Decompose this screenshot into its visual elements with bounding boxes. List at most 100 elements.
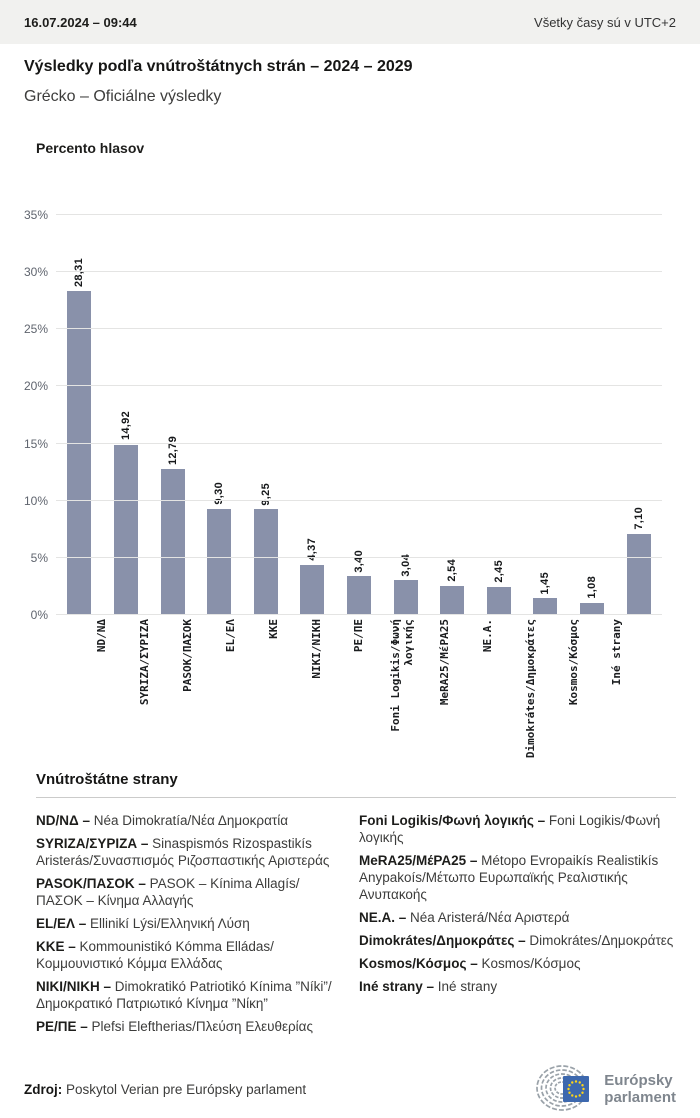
gridline bbox=[56, 328, 662, 330]
legend-columns: ND/NΔ – Néa Dimokratía/Νέα Δημοκρατία SYR… bbox=[36, 812, 676, 1041]
bar-group: 1,45 bbox=[522, 215, 569, 615]
bar-group: 3,04 bbox=[382, 215, 429, 615]
legend-definition: Plefsi Eleftherias/Πλεύση Ελευθερίας bbox=[87, 1019, 313, 1034]
results-bar-chart: Percento hlasov 28,31 14,92 12,79 9,30 9,25 4… bbox=[24, 140, 676, 767]
bar-value-label: 7,10 bbox=[632, 507, 645, 530]
legend-definition: Néa Aristerá/Νέα Αριστερά bbox=[406, 910, 570, 925]
x-axis-label: Foni Logikis/Φωνή λογικής bbox=[388, 619, 415, 732]
legend-entry: KKE – Kommounistikó Kómma Elládas/Κομμου… bbox=[36, 938, 337, 972]
legend-entry: Kosmos/Κόσμος – Kosmos/Κόσμος bbox=[359, 955, 676, 972]
legend-entry: MeRA25/ΜέΡΑ25 – Métopo Evropaikís Realis… bbox=[359, 852, 676, 903]
bar-value-label: 9,30 bbox=[213, 482, 226, 505]
legend-term: PE/ΠΕ – bbox=[36, 1019, 88, 1034]
y-axis-tick: 25% bbox=[23, 322, 48, 337]
hemicycle-icon bbox=[536, 1065, 590, 1111]
page-subtitle: Grécko – Oficiálne výsledky bbox=[24, 88, 222, 105]
bar-group: 12,79 bbox=[149, 215, 196, 615]
legend-definition: Néa Dimokratía/Νέα Δημοκρατία bbox=[89, 813, 289, 828]
page-title: Výsledky podľa vnútroštátnych strán – 20… bbox=[24, 58, 413, 75]
legend-term: Foni Logikis/Φωνή λογικής – bbox=[359, 813, 546, 828]
legend-term: SYRIZA/ΣΥΡΙΖΑ – bbox=[36, 836, 149, 851]
header-bar: 16.07.2024 – 09:44 Všetky časy sú v UTC+… bbox=[0, 0, 700, 44]
legend-definition: Iné strany bbox=[434, 979, 498, 994]
legend-term: NE.A. – bbox=[359, 910, 407, 925]
bars: 28,31 14,92 12,79 9,30 9,25 4,37 3,40 3,04 2,54 2… bbox=[56, 215, 662, 615]
bar-group: 2,54 bbox=[429, 215, 476, 615]
gridline bbox=[56, 214, 662, 215]
bar bbox=[300, 565, 325, 615]
eu-flag-icon bbox=[563, 1076, 590, 1102]
x-axis-label: KKE bbox=[266, 619, 280, 639]
x-axis-label-cell: MeRA25/ΜέΡΑ25 bbox=[423, 619, 466, 767]
source-line: Zdroj: Poskytol Verian pre Európsky parl… bbox=[24, 1082, 306, 1097]
source-label: Zdroj: bbox=[24, 1081, 63, 1097]
x-axis-label: NIKI/NIKH bbox=[309, 619, 323, 679]
legend-section: Vnútroštátne strany ND/NΔ – Néa Dimokrat… bbox=[36, 771, 676, 1041]
x-axis-label-cell: PE/ΠΕ bbox=[338, 619, 381, 767]
legend-heading: Vnútroštátne strany bbox=[36, 771, 178, 788]
legend-term: Kosmos/Κόσμος – bbox=[359, 956, 478, 971]
header-datetime: 16.07.2024 – 09:44 bbox=[24, 14, 137, 30]
legend-term: ND/NΔ – bbox=[36, 813, 90, 828]
gridline bbox=[56, 442, 662, 444]
x-axis-label: Iné strany bbox=[610, 619, 624, 686]
ep-logo: Európsky parlament bbox=[536, 1063, 676, 1115]
legend-term: NIKI/NIKH – bbox=[36, 979, 112, 994]
x-axis-label: ND/NΔ bbox=[94, 619, 108, 653]
x-axis-label-cell: NE.A. bbox=[466, 619, 509, 767]
legend-term: MeRA25/ΜέΡΑ25 – bbox=[359, 853, 478, 868]
bar bbox=[67, 291, 92, 615]
legend-entry: NE.A. – Néa Aristerá/Νέα Αριστερά bbox=[359, 909, 676, 926]
y-axis-tick: 30% bbox=[23, 265, 48, 280]
x-axis-labels: ND/NΔ SYRIZA/ΣΥΡΙΖΑ PASOK/ΠΑΣΟΚ EL/ΕΛ KKE NIK… bbox=[80, 619, 638, 767]
bar bbox=[207, 508, 232, 615]
legend-definition: Ellinikí Lýsi/Ελληνική Λύση bbox=[86, 916, 250, 931]
legend-definition: Kosmos/Κόσμος bbox=[477, 956, 581, 971]
legend-entry: PASOK/ΠΑΣΟΚ – PASOK – Kínima Allagís/ΠΑΣ… bbox=[36, 875, 337, 909]
legend-entry: EL/ΕΛ – Ellinikí Lýsi/Ελληνική Λύση bbox=[36, 915, 337, 932]
bar-value-label: 1,45 bbox=[539, 571, 552, 595]
legend-definition: Dimokrátes/Δημοκράτες bbox=[525, 933, 674, 948]
y-axis-tick: 35% bbox=[23, 208, 48, 222]
bar bbox=[393, 580, 418, 615]
bar bbox=[113, 444, 138, 615]
bar bbox=[253, 509, 278, 615]
bar bbox=[580, 602, 604, 615]
bar bbox=[440, 585, 465, 615]
bar-group: 2,45 bbox=[475, 215, 522, 615]
legend-entry: Iné strany – Iné strany bbox=[359, 978, 676, 995]
legend-entry: SYRIZA/ΣΥΡΙΖΑ – Sinaspismós Rizospastikí… bbox=[36, 835, 337, 869]
bar-group: 9,30 bbox=[196, 215, 243, 615]
legend-column: Foni Logikis/Φωνή λογικής – Foni Logikis… bbox=[359, 812, 676, 1041]
legend-term: PASOK/ΠΑΣΟΚ – bbox=[36, 876, 146, 891]
x-axis-label-cell: ND/NΔ bbox=[80, 619, 123, 767]
bar-value-label: 12,79 bbox=[166, 435, 179, 465]
legend-term: Dimokrátes/Δημοκράτες – bbox=[359, 933, 526, 948]
x-axis-label-cell: KKE bbox=[252, 619, 295, 767]
title-block: Výsledky podľa vnútroštátnych strán – 20… bbox=[0, 44, 700, 107]
bar-group: 4,37 bbox=[289, 215, 336, 615]
bar-group: 3,40 bbox=[336, 215, 383, 615]
legend-entry: ND/NΔ – Néa Dimokratía/Νέα Δημοκρατία bbox=[36, 812, 337, 829]
bar-value-label: 14,92 bbox=[119, 411, 132, 441]
x-axis-label-cell: Iné strany bbox=[595, 619, 638, 767]
bar bbox=[346, 576, 371, 615]
legend-definition: Kommounistikó Kómma Elládas/Κομμουνιστικ… bbox=[36, 939, 274, 971]
legend-entry: Foni Logikis/Φωνή λογικής – Foni Logikis… bbox=[359, 812, 676, 846]
x-axis-label: PE/ΠΕ bbox=[352, 619, 366, 653]
bar-value-label: 1,08 bbox=[586, 576, 598, 599]
legend-term: Iné strany – bbox=[359, 979, 435, 994]
legend-divider bbox=[36, 797, 676, 798]
legend-entry: PE/ΠΕ – Plefsi Eleftherias/Πλεύση Ελευθε… bbox=[36, 1018, 337, 1035]
x-axis-label: SYRIZA/ΣΥΡΙΖΑ bbox=[137, 619, 151, 706]
bar bbox=[486, 587, 511, 615]
chart-title: Percento hlasov bbox=[36, 140, 145, 156]
legend-definition: Foni Logikis/Φωνή λογικής bbox=[359, 813, 661, 845]
x-axis-label-cell: Kosmos/Κόσμος bbox=[552, 619, 595, 767]
bar-value-label: 3,40 bbox=[352, 549, 365, 573]
x-axis-label: EL/ΕΛ bbox=[223, 619, 237, 653]
gridline bbox=[56, 271, 662, 273]
y-axis-tick: 5% bbox=[30, 550, 48, 565]
legend-definition: Dimokratikó Patriotikó Kínima ”Níki”/Δημ… bbox=[36, 979, 332, 1011]
bar-value-label: 9,25 bbox=[259, 482, 272, 506]
